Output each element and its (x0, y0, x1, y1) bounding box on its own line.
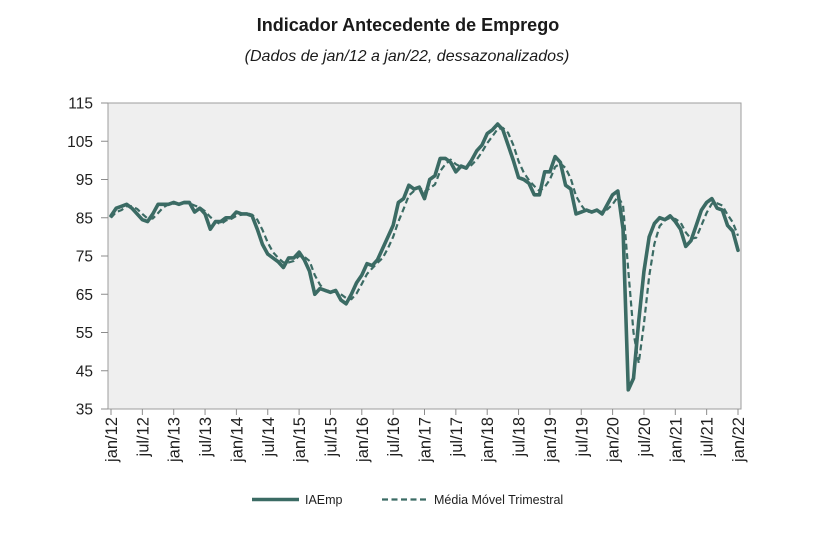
legend: IAEmp Média Móvel Trimestral (252, 493, 563, 507)
y-tick-label: 35 (76, 402, 93, 419)
x-tick-label: jan/14 (228, 417, 246, 463)
y-tick-label: 115 (68, 96, 93, 113)
legend-item-iaemp: IAEmp (252, 493, 343, 507)
x-axis: jan/12 jul/12 jan/13 jul/13 jan/14 jul/14 jan/… (103, 409, 748, 463)
x-tick-label: jul/21 (699, 417, 717, 457)
x-tick-label: jan/15 (291, 417, 309, 463)
x-tick-label: jan/16 (354, 417, 372, 463)
series-line-iaemp (109, 122, 740, 392)
series-layer (109, 122, 740, 392)
x-tick-label: jul/12 (134, 417, 152, 457)
x-tick-label: jul/13 (197, 417, 215, 457)
x-tick-label: jul/14 (260, 417, 278, 457)
x-tick-label: jul/17 (448, 417, 466, 457)
x-tick-label: jul/20 (636, 417, 654, 457)
x-tick-label: jan/13 (166, 417, 184, 463)
y-tick-label: 55 (76, 325, 93, 342)
x-tick-label: jan/22 (730, 417, 748, 463)
x-tick-label: jul/16 (385, 417, 403, 457)
legend-label-iaemp: IAEmp (305, 493, 343, 507)
x-tick-label: jan/21 (667, 417, 685, 463)
y-axis: 35 45 55 65 75 85 95 105 115 (67, 96, 108, 419)
y-tick-label: 85 (76, 210, 93, 227)
y-tick-label: 45 (76, 363, 93, 380)
x-tick-label: jul/15 (322, 417, 340, 457)
x-tick-label: jan/18 (479, 417, 497, 463)
chart-title: Indicador Antecedente de Emprego (257, 15, 559, 35)
x-tick-label: jan/12 (103, 417, 121, 463)
y-tick-label: 65 (76, 287, 93, 304)
chart-subtitle: (Dados de jan/12 a jan/22, dessazonaliza… (245, 48, 570, 65)
legend-item-media-movel: Média Móvel Trimestral (382, 493, 563, 507)
y-tick-label: 75 (76, 249, 93, 266)
x-tick-label: jul/19 (573, 417, 591, 457)
x-tick-label: jan/19 (542, 417, 560, 463)
y-tick-label: 95 (76, 172, 93, 189)
x-tick-label: jan/20 (605, 417, 623, 463)
x-tick-label: jan/17 (417, 417, 435, 463)
x-tick-label: jul/18 (511, 417, 529, 457)
y-tick-label: 105 (67, 134, 93, 151)
legend-label-media-movel: Média Móvel Trimestral (434, 493, 563, 507)
